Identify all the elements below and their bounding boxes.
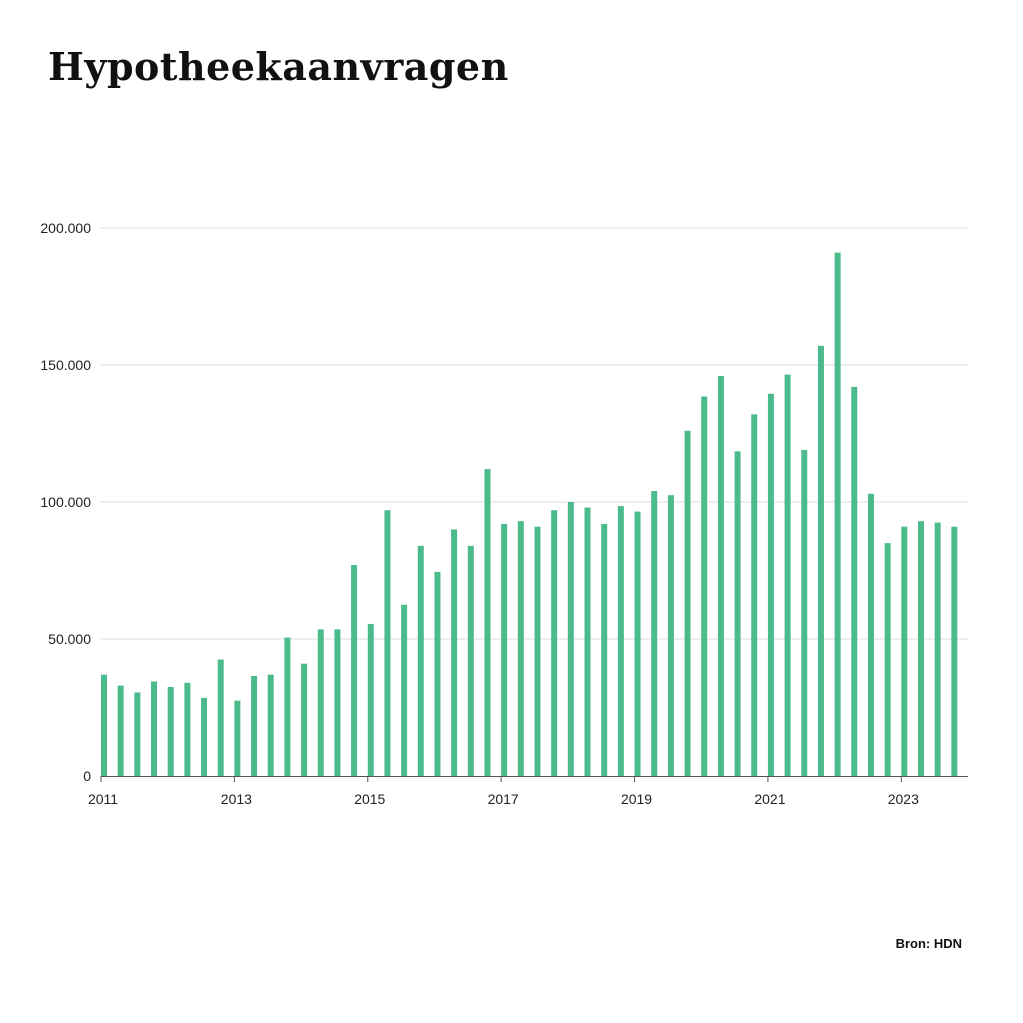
bar-2018-q3 [601, 523, 608, 776]
source-note: Bron: HDN [895, 936, 962, 951]
x-tick-label: 2019 [621, 791, 652, 807]
bar-2020-q1 [701, 396, 708, 776]
bar-2021-q3 [801, 449, 808, 776]
bar-2013-q1 [234, 700, 241, 776]
bar-2013-q4 [284, 637, 291, 776]
x-tick-label: 2017 [488, 791, 519, 807]
chart-title: Hypotheekaanvragen [48, 44, 509, 89]
bar-2019-q2 [651, 491, 658, 776]
bar-2018-q2 [584, 507, 591, 776]
bar-2022-q3 [867, 493, 874, 776]
bar-2023-q4 [951, 526, 958, 776]
bars [101, 252, 958, 776]
x-axis: 2011 2013 2015 2017 2019 2021 2023 [88, 776, 968, 807]
bar-2012-q1 [167, 686, 174, 776]
bar-2016-q1 [434, 571, 441, 776]
bar-2012-q2 [184, 682, 191, 776]
bar-2023-q1 [901, 526, 908, 776]
y-axis-tick-labels: 0 50.000 100.000 150.000 200.000 [40, 220, 91, 784]
y-tick-label: 0 [83, 768, 91, 784]
bar-2015-q3 [401, 604, 408, 776]
bar-2014-q4 [351, 565, 358, 776]
bar-2013-q2 [251, 675, 258, 776]
bar-2015-q2 [384, 510, 391, 776]
bar-2020-q2 [717, 375, 724, 776]
y-tick-label: 150.000 [40, 357, 91, 373]
y-tick-label: 50.000 [48, 631, 91, 647]
y-tick-label: 200.000 [40, 220, 91, 236]
bar-2021-q4 [817, 345, 824, 776]
bar-2017-q4 [551, 510, 558, 776]
x-tick-label: 2023 [888, 791, 919, 807]
bar-2014-q2 [317, 629, 324, 776]
x-tick-label: 2021 [754, 791, 785, 807]
x-tick-label: 2013 [221, 791, 252, 807]
bar-2012-q4 [217, 659, 224, 776]
bar-2022-q2 [851, 386, 858, 776]
bar-2021-q1 [767, 393, 774, 776]
bar-2016-q4 [484, 469, 491, 776]
bar-2014-q1 [301, 663, 308, 776]
bar-2014-q3 [334, 629, 341, 776]
bar-2015-q1 [367, 623, 374, 776]
bar-2011-q2 [117, 685, 124, 776]
x-tick-label: 2015 [354, 791, 385, 807]
bar-2018-q1 [567, 502, 574, 776]
bar-2019-q1 [634, 511, 641, 776]
bar-2017-q3 [534, 526, 541, 776]
bar-2013-q3 [267, 674, 274, 776]
bar-2023-q2 [917, 521, 924, 776]
bar-2017-q1 [501, 523, 508, 776]
bar-2021-q2 [784, 374, 791, 776]
bar-2019-q4 [684, 430, 691, 776]
bar-2022-q1 [834, 252, 841, 776]
bar-2016-q3 [467, 545, 474, 776]
bar-2020-q4 [751, 414, 758, 776]
bar-2023-q3 [934, 522, 941, 776]
bar-2022-q4 [884, 543, 891, 776]
bar-2015-q4 [417, 545, 424, 776]
bar-2019-q3 [667, 495, 674, 776]
bar-2011-q3 [134, 692, 141, 776]
bar-2012-q3 [201, 697, 208, 776]
bar-2018-q4 [617, 506, 624, 776]
bar-2011-q1 [101, 674, 107, 776]
bar-2017-q2 [517, 521, 524, 776]
bar-2011-q4 [151, 681, 158, 776]
y-tick-label: 100.000 [40, 494, 91, 510]
bar-2020-q3 [734, 451, 741, 776]
bar-2016-q2 [451, 529, 458, 776]
x-tick-label: 2011 [88, 791, 118, 807]
